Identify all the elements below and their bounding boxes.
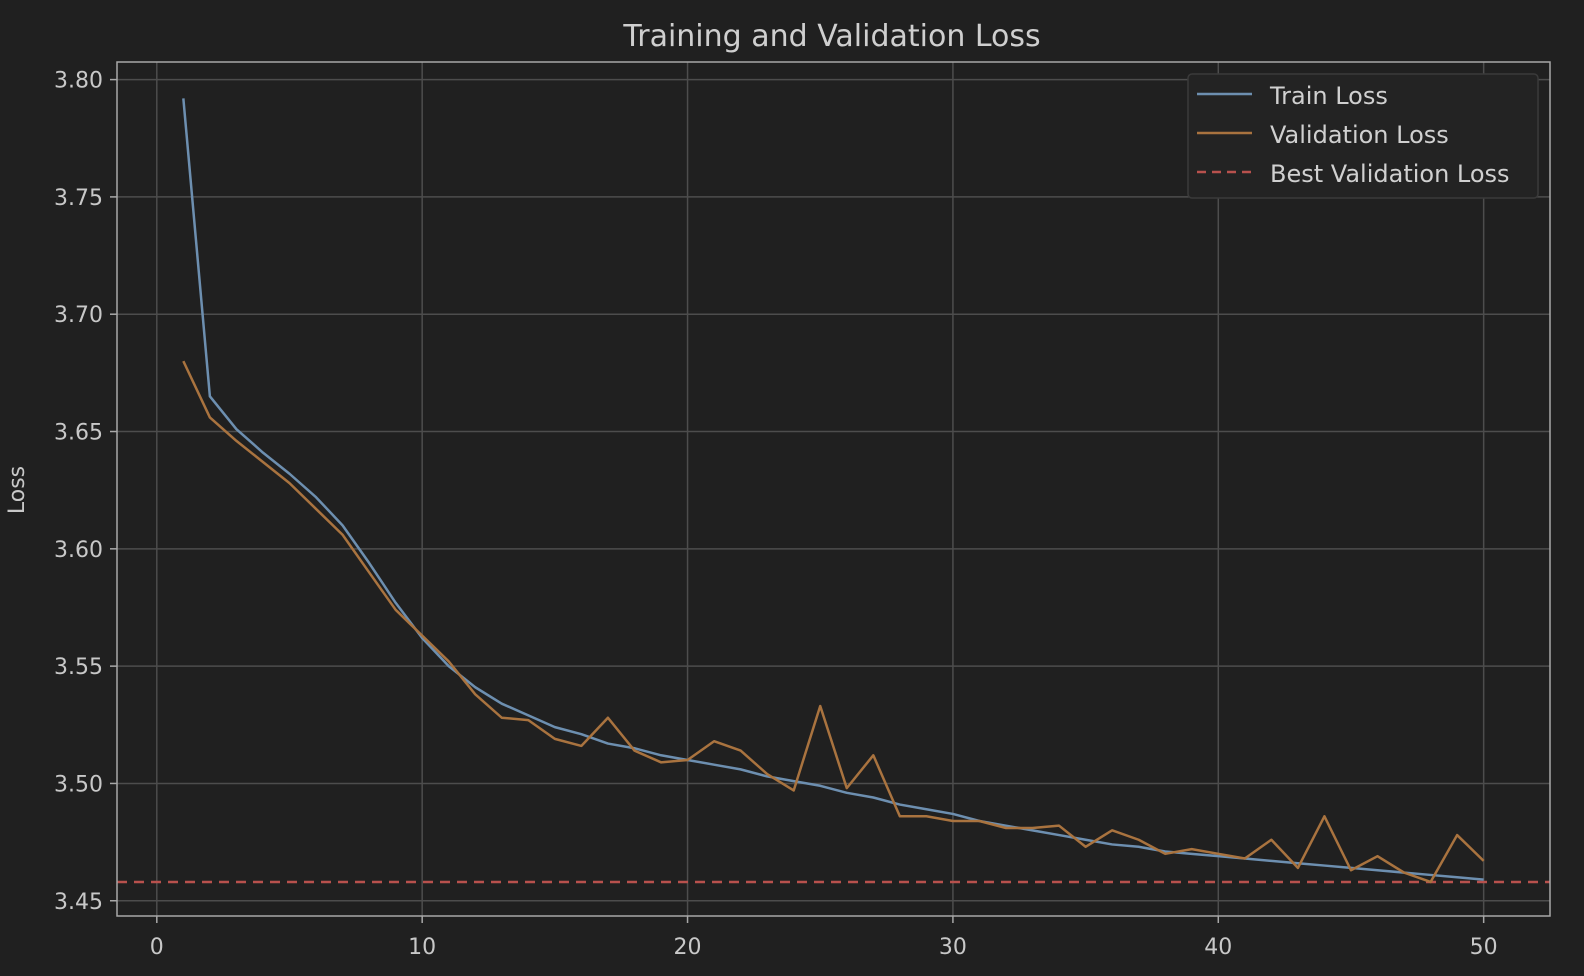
validation-loss-line: [182, 360, 1485, 884]
axis-ticks: 0 10 20 30 40 50 3.45 3.50 3.55 3.60 3.65 3.70 3.75 3…: [54, 69, 1498, 960]
plot-frame: [116, 61, 1551, 917]
x-tick-label: 20: [674, 935, 702, 960]
legend-label-best: Best Validation Loss: [1270, 160, 1510, 188]
x-tick-label: 10: [408, 935, 436, 960]
legend-box: [1187, 73, 1539, 199]
y-tick-label: 3.55: [54, 655, 103, 680]
train-loss-line: [182, 98, 1484, 881]
x-tick-label: 0: [150, 935, 164, 960]
y-tick-label: 3.60: [54, 538, 103, 563]
chart-title: Training and Validation Loss: [622, 19, 1040, 54]
y-tick-label: 3.65: [54, 421, 103, 446]
legend: Train Loss Validation Loss Best Validati…: [1187, 73, 1539, 199]
x-tick-label: 30: [939, 935, 967, 960]
y-tick-label: 3.70: [54, 303, 103, 328]
legend-label-validation: Validation Loss: [1270, 121, 1449, 149]
plot-series: [117, 98, 1550, 884]
gridlines: [117, 62, 1550, 916]
x-tick-label: 50: [1470, 935, 1498, 960]
y-tick-label: 3.75: [54, 186, 103, 211]
x-tick-label: 40: [1204, 935, 1232, 960]
y-tick-label: 3.80: [54, 69, 103, 94]
y-axis-label: Loss: [5, 466, 30, 514]
y-tick-label: 3.45: [54, 890, 103, 915]
legend-label-train: Train Loss: [1269, 82, 1388, 110]
y-tick-label: 3.50: [54, 772, 103, 797]
